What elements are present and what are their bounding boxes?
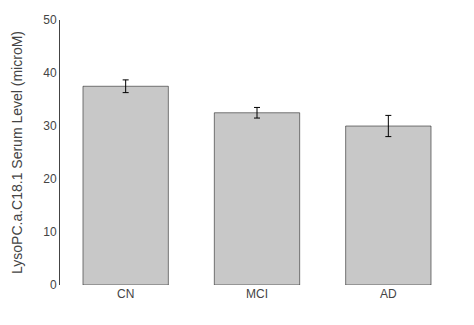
svg-text:50: 50 [43,13,57,27]
svg-text:10: 10 [43,225,57,239]
svg-text:MCI: MCI [246,287,268,301]
svg-text:CN: CN [117,287,134,301]
svg-text:40: 40 [43,66,57,80]
svg-text:LysoPC.a.C18.1 Serum Level (mi: LysoPC.a.C18.1 Serum Level (microM) [9,31,25,274]
svg-text:30: 30 [43,119,57,133]
svg-text:AD: AD [380,287,397,301]
svg-text:20: 20 [43,172,57,186]
svg-text:0: 0 [50,278,57,292]
